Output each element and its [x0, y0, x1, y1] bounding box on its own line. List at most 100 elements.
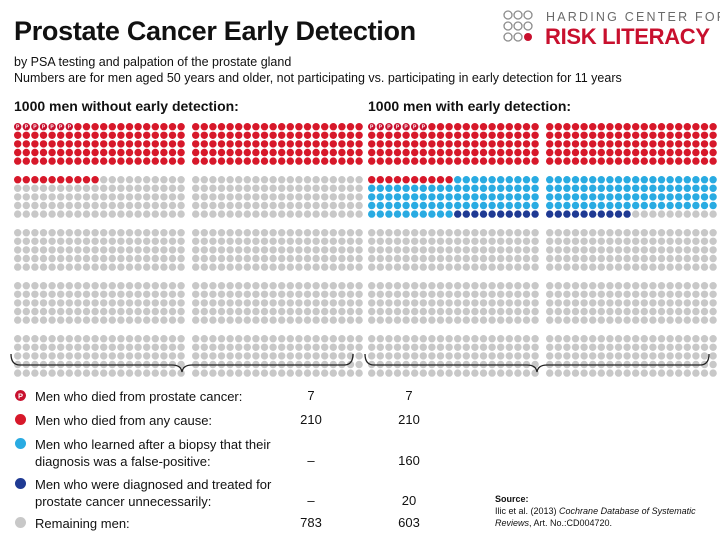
value-with-prostate-deaths: 7: [405, 388, 413, 403]
remaining-dot: [286, 193, 294, 201]
any-cause-death-dot: [497, 131, 505, 139]
remaining-dot: [22, 254, 30, 263]
remaining-dot: [376, 290, 384, 298]
any-cause-death-dot: [39, 148, 48, 157]
any-cause-death-dot: [338, 157, 346, 165]
remaining-dot: [134, 254, 142, 263]
remaining-dot: [235, 254, 243, 263]
remaining-dot: [177, 246, 185, 254]
any-cause-death-dot: [436, 140, 445, 148]
any-cause-death-dot: [368, 131, 376, 139]
any-cause-death-dot: [683, 123, 691, 131]
any-cause-death-dot: [329, 140, 337, 148]
remaining-dot: [606, 254, 614, 263]
remaining-dot: [700, 282, 709, 290]
remaining-dot: [471, 254, 479, 263]
any-cause-death-dot: [623, 157, 631, 165]
remaining-dot: [571, 335, 580, 343]
remaining-dot: [338, 316, 346, 324]
false-positive-dot: [614, 184, 623, 192]
overtreated-dot: [462, 210, 470, 218]
remaining-dot: [243, 307, 251, 316]
any-cause-death-dot: [632, 131, 640, 139]
remaining-dot: [117, 263, 125, 271]
any-cause-death-dot: [355, 148, 363, 157]
any-cause-death-dot: [471, 148, 479, 157]
false-positive-dot: [692, 193, 700, 201]
remaining-dot: [606, 229, 614, 237]
legend-label-any-cause-deaths: Men who died from any cause:: [35, 413, 213, 428]
remaining-dot: [546, 263, 554, 271]
prostate-death-dot: [393, 123, 402, 131]
any-cause-death-dot: [168, 131, 177, 139]
any-cause-death-dot: [125, 123, 134, 131]
remaining-dot: [675, 246, 683, 254]
remaining-dot: [303, 237, 312, 245]
remaining-dot: [14, 237, 22, 245]
remaining-dot: [177, 263, 185, 271]
remaining-dot: [312, 254, 320, 263]
remaining-dot: [57, 237, 65, 245]
remaining-dot: [546, 290, 554, 298]
false-positive-dot: [700, 201, 709, 210]
any-cause-death-dot: [597, 123, 605, 131]
remaining-dot: [666, 254, 674, 263]
remaining-dot: [571, 229, 580, 237]
remaining-dot: [108, 343, 117, 351]
remaining-dot: [505, 290, 513, 298]
any-cause-death-dot: [497, 157, 505, 165]
remaining-dot: [177, 237, 185, 245]
remaining-dot: [338, 201, 346, 210]
remaining-dot: [666, 237, 674, 245]
remaining-dot: [65, 307, 74, 316]
any-cause-death-dot: [428, 140, 436, 148]
any-cause-death-dot: [168, 148, 177, 157]
remaining-dot: [269, 229, 277, 237]
false-positive-dot: [709, 184, 717, 192]
remaining-dot: [321, 201, 329, 210]
false-positive-dot: [623, 201, 631, 210]
remaining-dot: [134, 176, 142, 184]
any-cause-death-dot: [151, 140, 159, 148]
remaining-dot: [143, 263, 151, 271]
remaining-dot: [91, 290, 99, 298]
false-positive-dot: [402, 210, 410, 218]
remaining-dot: [91, 316, 99, 324]
remaining-dot: [65, 184, 74, 192]
remaining-dot: [235, 335, 243, 343]
remaining-dot: [209, 229, 217, 237]
any-cause-death-dot: [632, 123, 640, 131]
remaining-dot: [31, 263, 39, 271]
remaining-dot: [402, 290, 410, 298]
remaining-dot: [243, 201, 251, 210]
remaining-dot: [177, 193, 185, 201]
any-cause-death-dot: [428, 157, 436, 165]
remaining-dot: [82, 290, 91, 298]
remaining-dot: [462, 307, 470, 316]
remaining-dot: [329, 210, 337, 218]
remaining-dot: [151, 229, 159, 237]
any-cause-death-dot: [31, 157, 39, 165]
any-cause-death-dot: [303, 157, 312, 165]
false-positive-dot: [393, 193, 402, 201]
remaining-dot: [531, 290, 539, 298]
remaining-dot: [14, 193, 22, 201]
remaining-dot: [554, 282, 562, 290]
remaining-dot: [177, 290, 185, 298]
p-marker-text: P: [18, 391, 23, 400]
false-positive-dot: [419, 210, 427, 218]
false-positive-dot: [436, 193, 445, 201]
remaining-dot: [580, 229, 588, 237]
p-circle-icon: P: [15, 390, 26, 401]
any-cause-death-dot: [428, 176, 436, 184]
false-positive-dot: [479, 201, 488, 210]
remaining-dot: [497, 335, 505, 343]
remaining-dot: [160, 290, 168, 298]
remaining-dot: [321, 176, 329, 184]
remaining-dot: [554, 254, 562, 263]
any-cause-death-dot: [177, 157, 185, 165]
remaining-dot: [683, 290, 691, 298]
false-positive-dot: [640, 184, 648, 192]
remaining-dot: [355, 299, 363, 307]
remaining-dot: [419, 237, 427, 245]
